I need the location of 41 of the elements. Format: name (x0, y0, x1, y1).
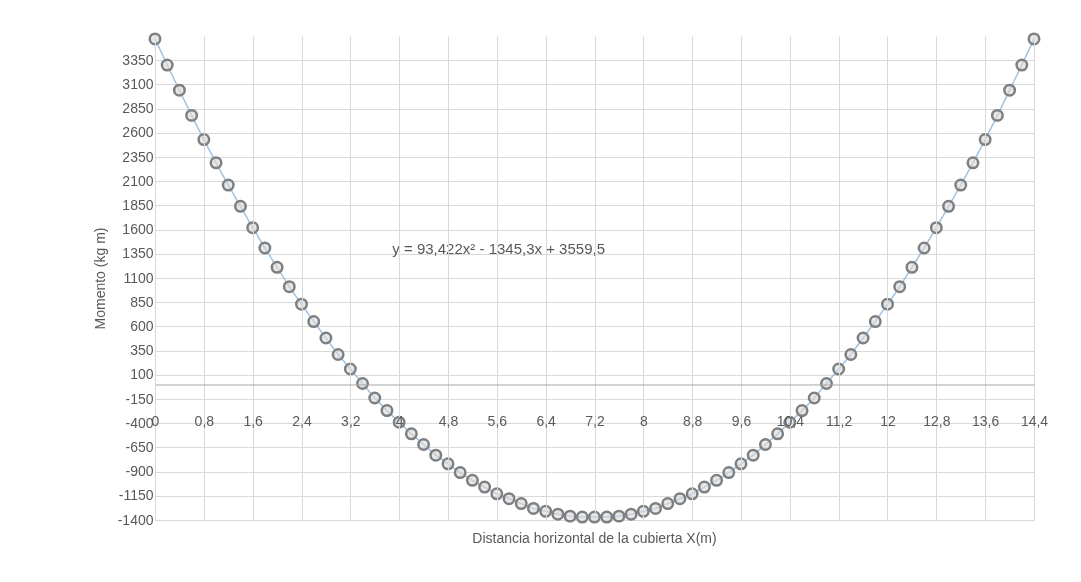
y-tick-label: 3350 (122, 51, 154, 68)
y-tick-label: -1150 (118, 487, 154, 504)
x-tick-label: 9,6 (731, 412, 752, 429)
y-tick-label: 1600 (122, 221, 154, 238)
y-tick-label: -150 (125, 390, 154, 407)
y-tick-label: 600 (130, 317, 154, 334)
x-tick-label: 7,2 (585, 412, 605, 429)
y-tick-label: 2350 (122, 148, 154, 165)
y-tick-label: 3100 (122, 75, 154, 92)
x-tick-label: 11,2 (826, 412, 853, 429)
annotation: y = 93,422x² - 1345,3x + 3559,5 (392, 239, 605, 257)
y-tick-label: -650 (125, 438, 154, 455)
y-tick-label: -900 (125, 463, 154, 480)
x-tick-label: 1,6 (243, 412, 264, 429)
y-tick-label: 850 (130, 293, 154, 310)
x-tick-label: 4,8 (438, 412, 459, 429)
y-tick-label: -1400 (117, 511, 154, 528)
x-tick-label: 8 (639, 412, 648, 429)
x-tick-label: 2,4 (292, 412, 312, 429)
x-tick-label: 6,4 (536, 412, 557, 429)
x-tick-label: 8,8 (682, 412, 703, 429)
x-tick-label: 13,6 (972, 412, 1000, 429)
y-tick-label: -400 (125, 414, 154, 431)
x-tick-label: 5,6 (487, 412, 508, 429)
y-axis-title: Momento (kg m) (91, 227, 108, 330)
y-tick-label: 1850 (122, 196, 154, 213)
y-tick-label: 100 (130, 366, 154, 383)
y-tick-label: 1350 (122, 245, 154, 262)
x-tick-label: 3,2 (341, 412, 361, 429)
x-tick-label: 4 (395, 412, 404, 429)
x-tick-label: 14,4 (1020, 412, 1049, 429)
x-tick-label: 12,8 (923, 412, 951, 429)
x-tick-label: 0 (151, 412, 160, 429)
x-tick-label: 12 (880, 412, 896, 429)
y-tick-label: 350 (130, 342, 154, 359)
x-axis-title: Distancia horizontal de la cubierta X(m) (472, 530, 717, 546)
y-tick-label: 2100 (122, 172, 154, 189)
y-tick-label: 2850 (122, 100, 154, 117)
y-tick-label: 1100 (123, 269, 154, 286)
y-tick-label: 2600 (122, 124, 154, 141)
x-tick-label: 0,8 (194, 412, 215, 429)
